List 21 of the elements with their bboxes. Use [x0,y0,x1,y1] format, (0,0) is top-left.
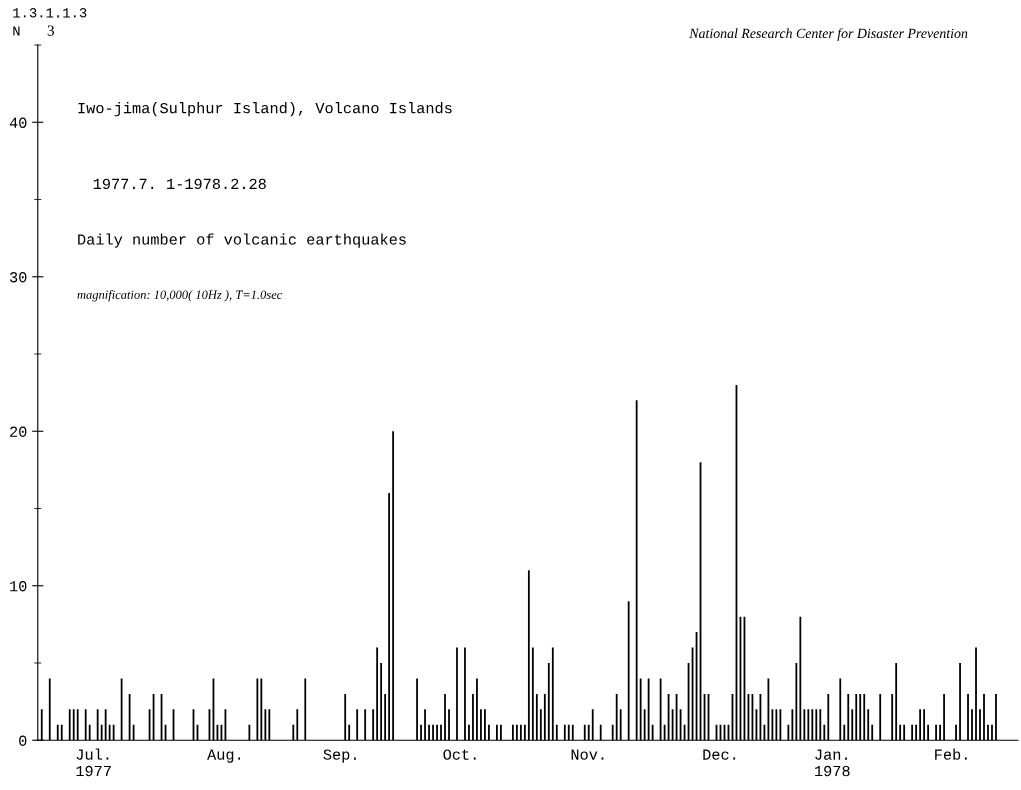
annotation: magnification: 10,000( 10Hz ), T=1.0sec [77,289,283,302]
x-tick-label: Jan. 1978 [815,749,850,777]
y-tick-label: 10 [10,581,27,592]
text: National Research Center for Disaster Prevention [689,28,968,41]
text: 3 [47,25,55,36]
x-tick-label: Sep. [323,749,356,763]
text: 1.3.1.1.3 [13,8,87,18]
x-tick-label: Oct. [443,749,476,760]
y-tick-label: 20 [10,426,27,437]
y-axis-title: N [13,26,20,36]
y-tick-label: 0 [19,735,27,746]
text: 1977.7. 1-1978.2.28 [93,178,266,190]
annotation: Daily number of volcanic earthquakes [78,233,406,248]
x-tick-label: Nov. [571,749,604,760]
x-tick-label: Dec. [703,749,736,760]
y-tick-label: 40 [9,117,27,128]
x-tick-label: Aug. [207,749,241,763]
text: Iwo-jima(Sulphur Island), Volcano Islands [78,102,452,117]
x-tick-label: Jul. 1977 [76,748,111,777]
y-tick-label: 30 [9,272,27,283]
x-tick-label: Feb. [935,748,967,760]
